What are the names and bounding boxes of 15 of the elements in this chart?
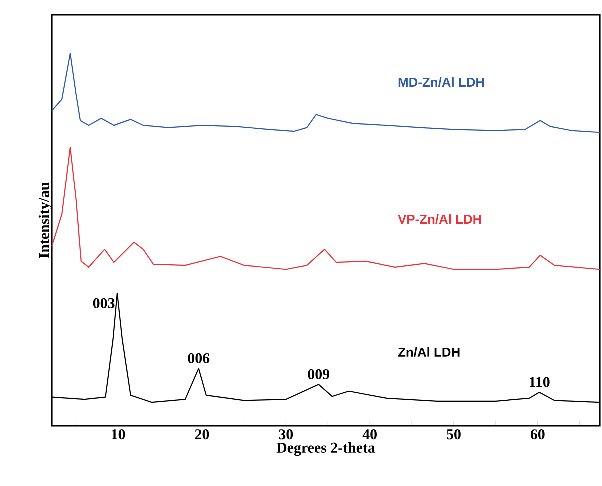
x-tick-label: 50 xyxy=(447,430,461,440)
y-axis-title: Intensity/au xyxy=(38,182,52,258)
annotation: 009 xyxy=(308,369,330,380)
annotation: 006 xyxy=(188,353,210,364)
x-tick-label: 30 xyxy=(279,430,294,440)
text: VP-Zn/Al LDH xyxy=(398,214,482,224)
annotation: 110 xyxy=(530,377,550,388)
text: Zn/Al LDH xyxy=(398,347,460,358)
x-tick-label: 40 xyxy=(362,430,377,440)
x-axis-title: Degrees 2-theta xyxy=(276,442,376,456)
x-tick-label: 60 xyxy=(530,430,545,440)
x-tick-label: 20 xyxy=(195,430,210,440)
x-tick-label: 10 xyxy=(112,430,126,440)
annotation: 003 xyxy=(93,298,115,308)
text: MD-Zn/Al LDH xyxy=(398,78,484,88)
